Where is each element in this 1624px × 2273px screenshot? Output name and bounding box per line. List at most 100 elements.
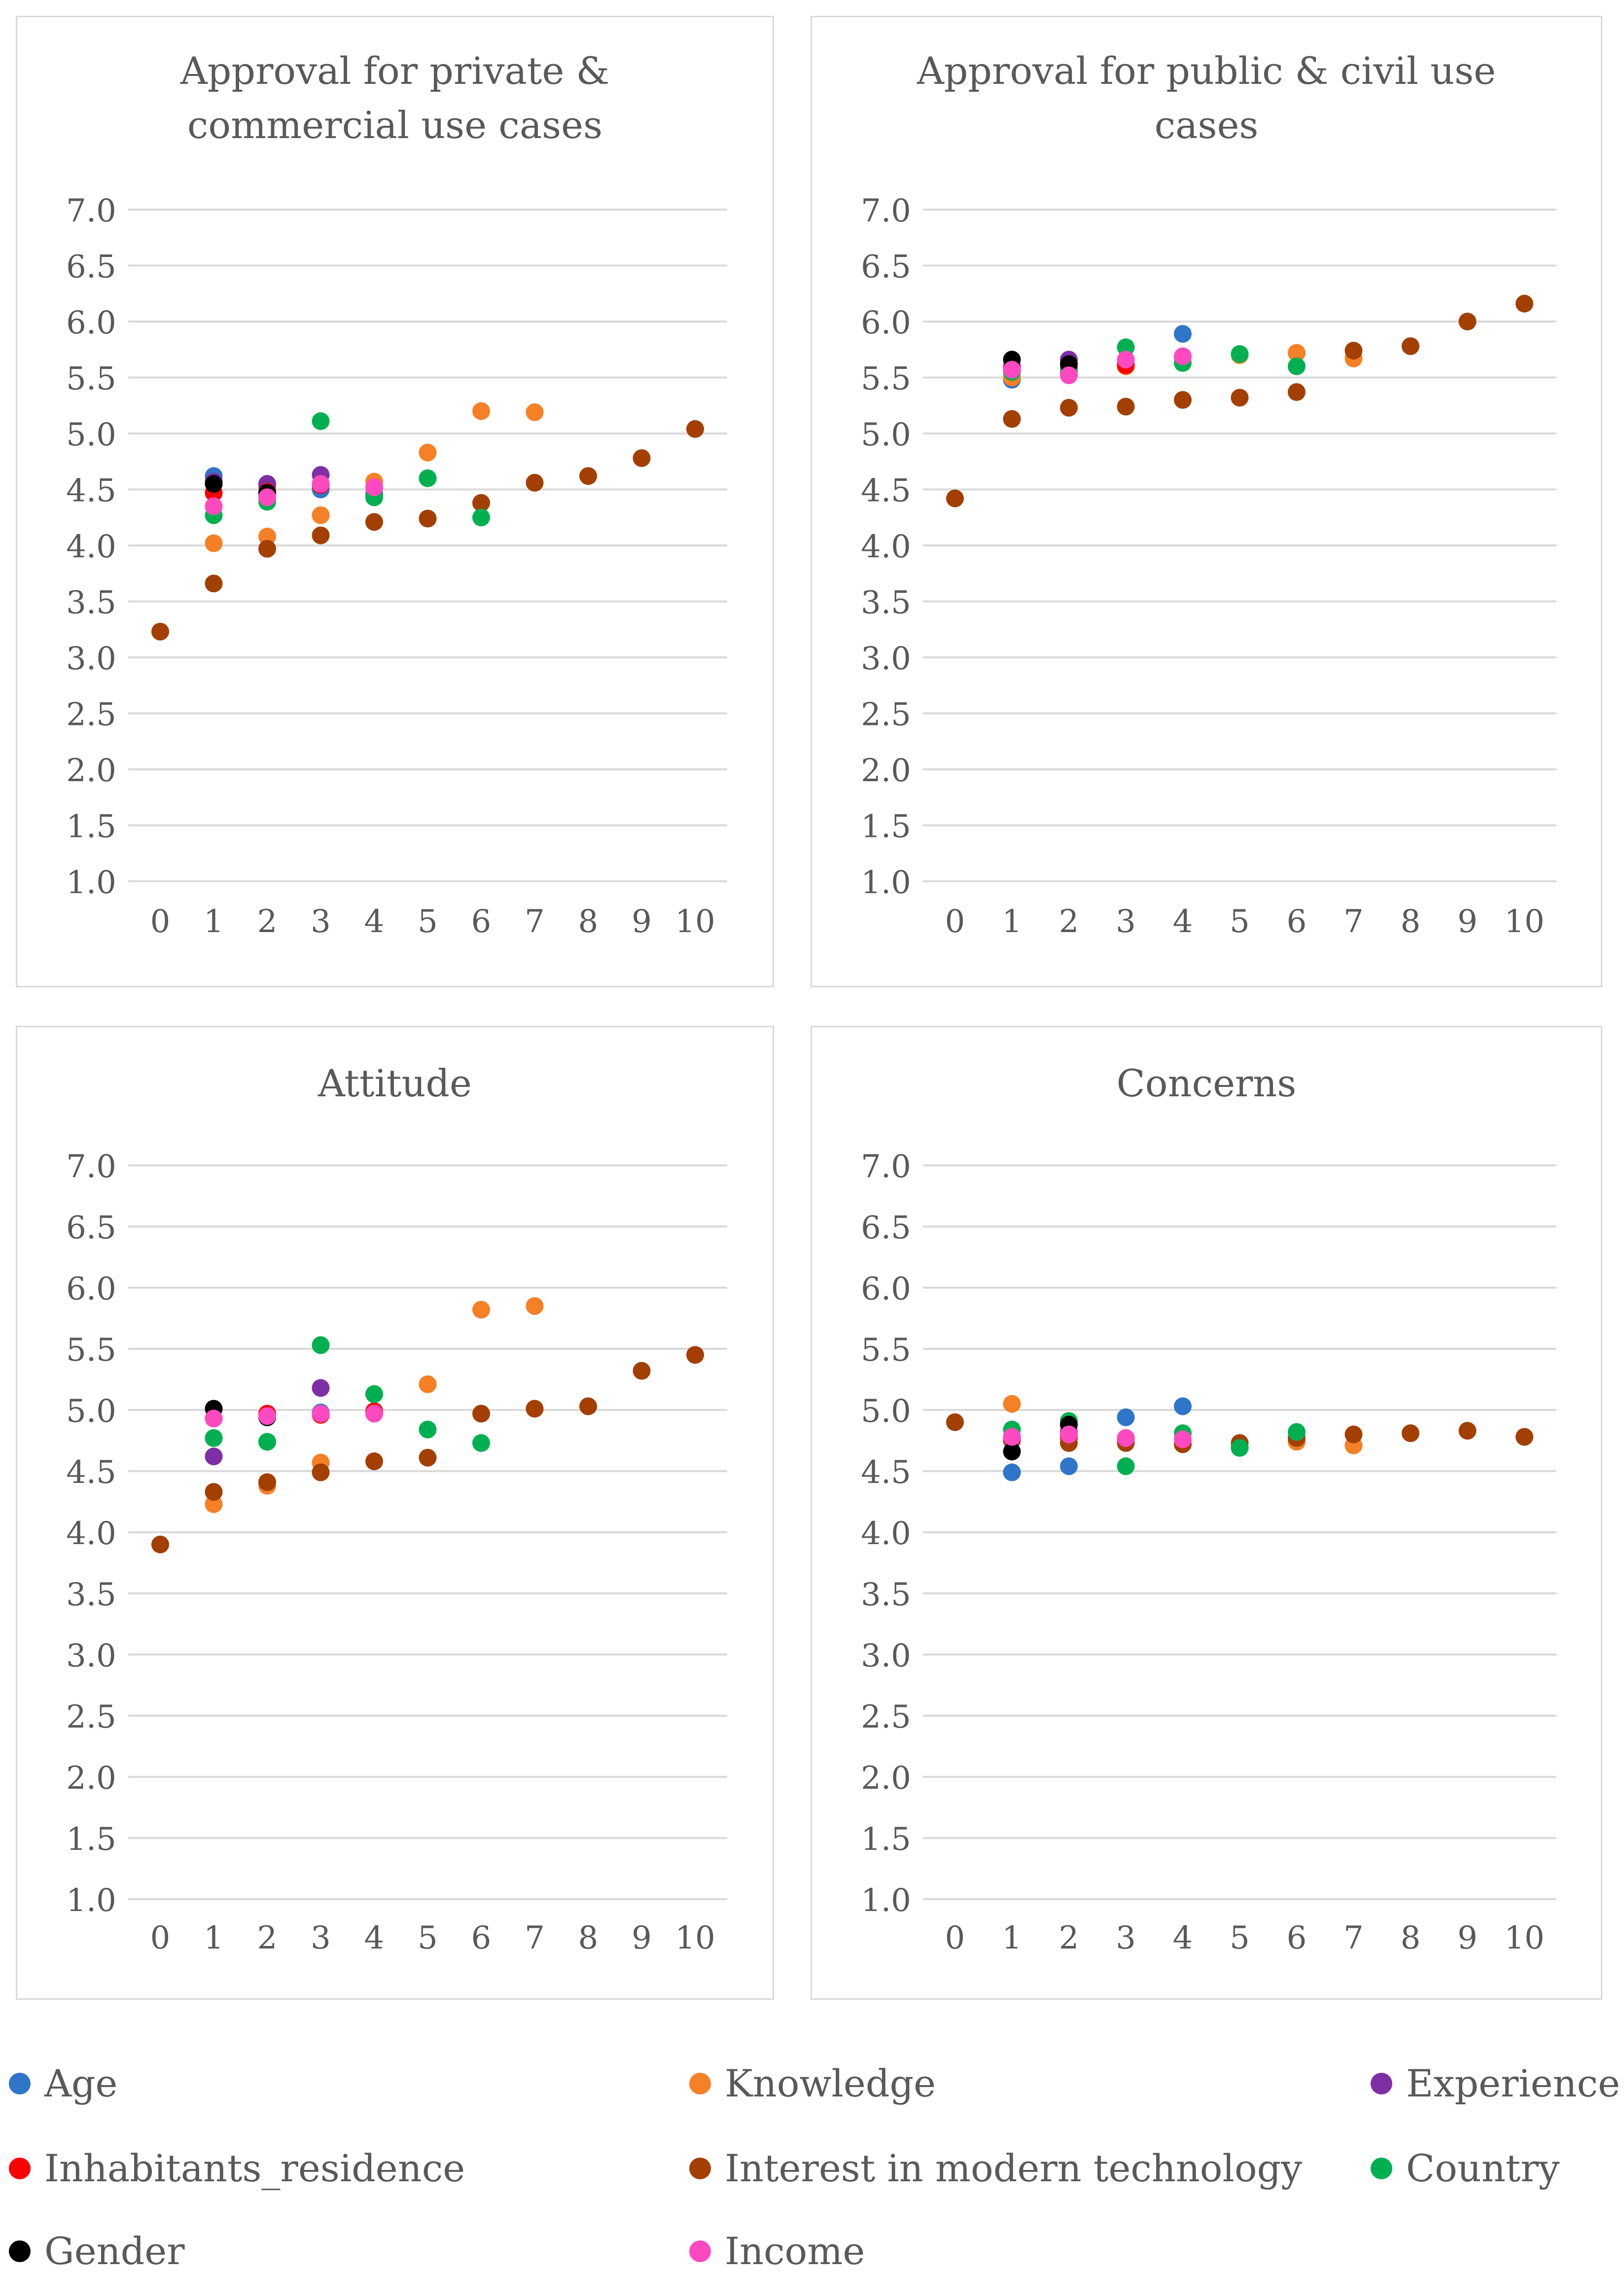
x-tick-label: 1 xyxy=(204,1920,224,1956)
data-point-country xyxy=(1117,1457,1135,1476)
legend-item-knowledge: Knowledge xyxy=(689,2061,936,2105)
data-point-interest-in-modern-technology xyxy=(1288,383,1306,401)
y-tick-label: 2.0 xyxy=(66,1760,116,1797)
data-point-interest-in-modern-technology xyxy=(1003,410,1021,428)
data-point-interest-in-modern-technology xyxy=(419,509,437,528)
x-tick-label: 6 xyxy=(1287,1920,1307,1956)
data-point-knowledge xyxy=(526,1297,544,1315)
y-tick-label: 6.5 xyxy=(66,249,116,286)
chart-title-line: cases xyxy=(1155,103,1259,147)
y-tick-label: 3.0 xyxy=(861,1638,911,1674)
y-tick-label: 3.0 xyxy=(66,641,116,677)
x-tick-label: 3 xyxy=(311,1920,331,1956)
x-tick-label: 5 xyxy=(418,903,438,940)
legend-marker-gender xyxy=(9,2240,31,2262)
data-point-interest-in-modern-technology xyxy=(312,1463,330,1481)
data-point-income xyxy=(1174,1430,1192,1448)
y-tick-label: 4.5 xyxy=(66,473,116,509)
x-tick-label: 9 xyxy=(1457,903,1478,940)
chart-panel-attitude: Attitude 7.0 6.5 6.0 5.5 5.0 4.5 4.0 3.5 3.0 2.5 2.… xyxy=(16,1026,774,2000)
x-tick-label: 3 xyxy=(1116,903,1136,940)
chart-svg-attitude: Attitude 7.0 6.5 6.0 5.5 5.0 4.5 4.0 3.5 3.0 2.5 2.… xyxy=(66,1061,727,1956)
data-point-interest-in-modern-technology xyxy=(151,1535,169,1553)
legend-marker-experience xyxy=(1371,2072,1392,2094)
legend-label-income: Income xyxy=(725,2229,865,2273)
x-tick-label: 5 xyxy=(1230,1920,1250,1956)
chart-title-line: commercial use cases xyxy=(187,103,602,147)
x-tick-label: 9 xyxy=(632,1920,652,1956)
x-tick-label: 3 xyxy=(311,903,331,940)
x-tick-label: 6 xyxy=(471,903,492,940)
data-point-interest-in-modern-technology xyxy=(1458,1422,1477,1440)
data-point-interest-in-modern-technology xyxy=(526,1400,544,1418)
data-point-knowledge xyxy=(419,443,437,462)
y-tick-label: 6.5 xyxy=(861,1210,911,1246)
y-tick-label: 6.5 xyxy=(861,249,911,286)
y-tick-label: 3.5 xyxy=(66,585,116,621)
data-point-interest-in-modern-technology xyxy=(1516,1428,1533,1446)
chart-panel-public-civil: Approval for public & civil use cases 7.0 6… xyxy=(811,16,1602,987)
y-tick-label: 2.0 xyxy=(861,1760,911,1797)
x-tick-label: 10 xyxy=(1504,903,1544,940)
data-point-interest-in-modern-technology xyxy=(1231,389,1249,407)
data-point-interest-in-modern-technology xyxy=(472,494,490,512)
y-tick-label: 4.5 xyxy=(861,473,911,509)
x-tick-label: 1 xyxy=(1002,1920,1022,1956)
data-point-age xyxy=(1003,1463,1021,1481)
data-point-age xyxy=(1174,1397,1192,1415)
data-point-knowledge xyxy=(1288,344,1306,362)
data-point-age xyxy=(1174,325,1192,343)
x-tick-label: 5 xyxy=(418,1920,438,1956)
y-tick-label: 1.5 xyxy=(66,809,116,845)
data-point-country xyxy=(419,1420,437,1439)
legend-item-interest-modern-technology: Interest in modern technology xyxy=(689,2146,1302,2190)
data-point-income xyxy=(312,475,330,493)
y-tick-label: 1.0 xyxy=(861,865,911,901)
legend-label-inhabitants-residence: Inhabitants_residence xyxy=(44,2146,465,2190)
legend-marker-knowledge xyxy=(689,2072,711,2094)
legend-item-age: Age xyxy=(9,2061,118,2105)
legend-label-knowledge: Knowledge xyxy=(725,2061,936,2105)
y-tick-label: 4.0 xyxy=(66,529,116,565)
x-tick-label: 0 xyxy=(945,903,965,940)
y-tick-label: 4.5 xyxy=(66,1454,116,1491)
data-point-gender xyxy=(205,475,223,493)
data-point-income xyxy=(312,1405,330,1423)
data-point-interest-in-modern-technology xyxy=(686,1346,704,1364)
data-point-interest-in-modern-technology xyxy=(205,1483,223,1501)
y-tick-label: 1.0 xyxy=(861,1882,911,1919)
data-point-country xyxy=(1288,357,1306,375)
x-tick-label: 5 xyxy=(1230,903,1250,940)
data-point-experience xyxy=(312,1379,330,1397)
data-point-country xyxy=(472,1434,490,1452)
x-tick-label: 0 xyxy=(945,1920,965,1956)
y-tick-label: 5.0 xyxy=(66,1393,116,1430)
chart-title-line: Concerns xyxy=(1117,1061,1297,1105)
x-tick-label: 7 xyxy=(525,903,545,940)
chart-svg-concerns: Concerns 7.0 6.5 6.0 5.5 5.0 4.5 4.0 3.5 3.0 2.5 2.… xyxy=(861,1061,1556,1956)
x-tick-label: 2 xyxy=(1059,1920,1079,1956)
data-point-knowledge xyxy=(472,402,490,420)
data-point-income xyxy=(365,478,383,496)
y-tick-label: 3.5 xyxy=(861,585,911,621)
y-tick-label: 1.5 xyxy=(861,809,911,845)
data-point-interest-in-modern-technology xyxy=(365,513,383,531)
legend-marker-income xyxy=(689,2240,711,2262)
data-point-interest-in-modern-technology xyxy=(1117,397,1135,416)
y-tick-label: 6.5 xyxy=(66,1210,116,1246)
data-point-knowledge xyxy=(419,1375,437,1393)
chart-svg-private-commercial: Approval for private & commercial use cas… xyxy=(66,49,727,940)
legend: Age Knowledge Experience Inhabitants_res… xyxy=(0,2032,1624,2273)
x-tick-label: 0 xyxy=(150,903,171,940)
y-tick-label: 1.5 xyxy=(66,1821,116,1858)
y-tick-label: 2.5 xyxy=(66,697,116,733)
y-tick-label: 6.0 xyxy=(66,1271,116,1307)
data-point-country xyxy=(419,469,437,487)
chart-panel-private-commercial: Approval for private & commercial use cas… xyxy=(16,16,774,987)
data-point-income xyxy=(205,1409,223,1428)
y-tick-label: 2.0 xyxy=(66,753,116,789)
legend-label-interest-modern-technology: Interest in modern technology xyxy=(725,2146,1303,2190)
y-tick-label: 7.0 xyxy=(861,1149,911,1185)
data-point-interest-in-modern-technology xyxy=(258,540,276,558)
data-point-country xyxy=(1288,1423,1306,1441)
